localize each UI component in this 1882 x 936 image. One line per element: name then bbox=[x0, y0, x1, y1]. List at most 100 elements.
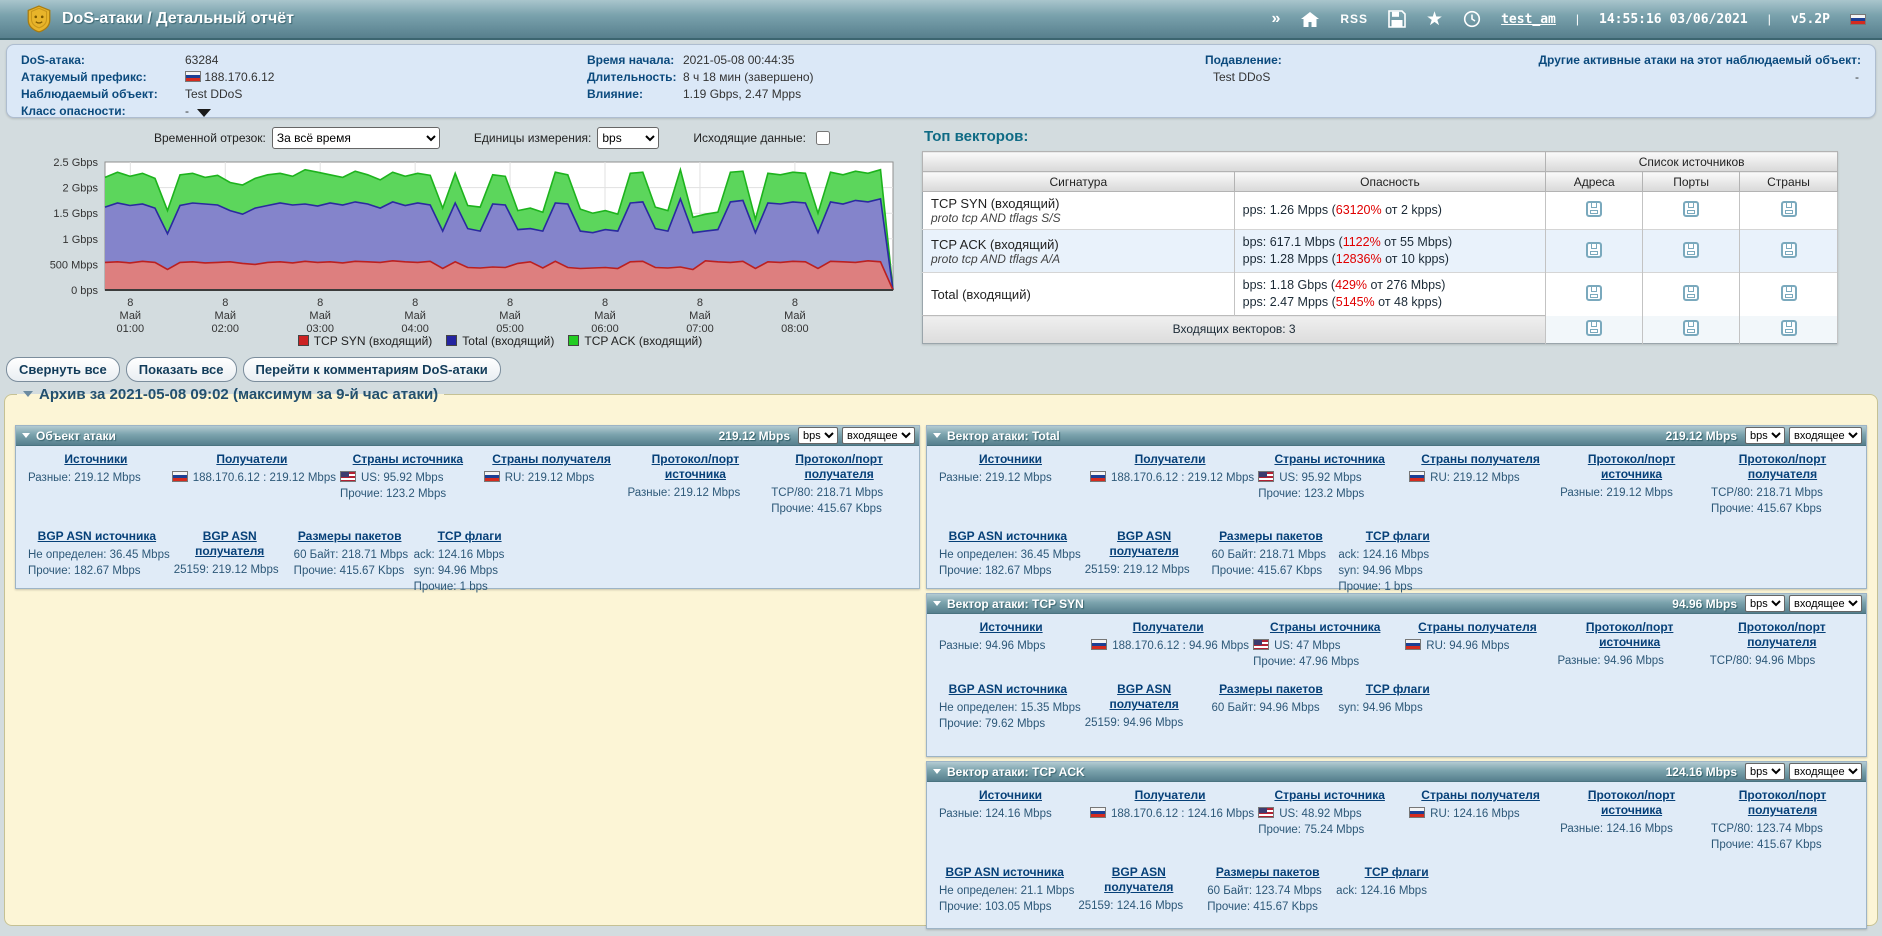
stat-link[interactable]: BGP ASN получателя bbox=[1083, 682, 1205, 712]
stat-link[interactable]: Протокол/порт получателя bbox=[1722, 788, 1844, 818]
stat-link[interactable]: BGP ASN получателя bbox=[1078, 865, 1200, 895]
col-signature: Сигнатура bbox=[923, 172, 1235, 192]
panel-header[interactable]: Вектор атаки: Total219.12 Mbpsbpsвходяще… bbox=[927, 426, 1866, 446]
stat-lines: US: 47 MbpsПрочие: 47.96 Mbps bbox=[1249, 638, 1401, 670]
svg-text:8Май07:00: 8Май07:00 bbox=[686, 297, 714, 335]
expand-all-button[interactable]: Показать все bbox=[126, 357, 237, 382]
stat-column: BGP ASN получателя25159: 219.12 Mbps bbox=[1081, 529, 1208, 595]
save-list-icon[interactable] bbox=[1586, 320, 1602, 336]
goto-comments-button[interactable]: Перейти к комментариям DoS-атаки bbox=[243, 357, 501, 382]
save-list-icon[interactable] bbox=[1781, 201, 1797, 217]
stat-link[interactable]: Размеры пакетов bbox=[1219, 529, 1323, 544]
stat-line: Прочие: 415.67 Kbps bbox=[1711, 501, 1858, 517]
save-list-icon[interactable] bbox=[1781, 285, 1797, 301]
save-list-icon[interactable] bbox=[1683, 201, 1699, 217]
stat-link[interactable]: BGP ASN источника bbox=[949, 529, 1067, 544]
stat-link[interactable]: Страны источника bbox=[1274, 788, 1384, 803]
stat-link[interactable]: Источники bbox=[64, 452, 127, 467]
stat-link[interactable]: Размеры пакетов bbox=[1216, 865, 1320, 880]
clock-icon[interactable] bbox=[1463, 10, 1481, 28]
save-list-icon[interactable] bbox=[1586, 242, 1602, 258]
save-list-icon[interactable] bbox=[1683, 242, 1699, 258]
panel-direction-select[interactable]: входящее bbox=[1789, 595, 1862, 612]
stat-link[interactable]: TCP флаги bbox=[1365, 865, 1429, 880]
save-list-cell bbox=[1643, 273, 1740, 316]
stat-link[interactable]: Страны источника bbox=[353, 452, 463, 467]
stat-link[interactable]: Протокол/порт получателя bbox=[1722, 452, 1844, 482]
stat-link[interactable]: BGP ASN источника bbox=[949, 682, 1067, 697]
stat-link[interactable]: BGP ASN получателя bbox=[170, 529, 290, 559]
expand-chevron-icon[interactable]: » bbox=[1271, 10, 1280, 28]
time-range-select[interactable]: За всё время bbox=[272, 127, 440, 149]
stat-link[interactable]: Получатели bbox=[1133, 620, 1204, 635]
favorites-star-icon[interactable]: ★ bbox=[1426, 8, 1443, 31]
stat-link[interactable]: BGP ASN получателя bbox=[1083, 529, 1205, 559]
stat-link[interactable]: Размеры пакетов bbox=[1219, 682, 1323, 697]
stat-link[interactable]: Страны получателя bbox=[1421, 788, 1540, 803]
stat-link[interactable]: Протокол/порт источника bbox=[1571, 452, 1693, 482]
stat-link[interactable]: TCP флаги bbox=[1366, 529, 1430, 544]
stat-link[interactable]: Размеры пакетов bbox=[298, 529, 402, 544]
panel-vector-tcp-ack: Вектор атаки: TCP ACK124.16 Mbpsbpsвходя… bbox=[926, 761, 1867, 929]
panel-direction-select[interactable]: входящее bbox=[1789, 763, 1862, 780]
panel-units-select[interactable]: bps bbox=[1745, 595, 1785, 612]
stat-link[interactable]: Получатели bbox=[216, 452, 287, 467]
object-value: Test DDoS bbox=[185, 87, 242, 101]
stat-link[interactable]: Получатели bbox=[1135, 452, 1206, 467]
archive-collapse-icon[interactable] bbox=[23, 391, 33, 397]
save-list-icon[interactable] bbox=[1683, 320, 1699, 336]
stat-link[interactable]: Страны получателя bbox=[1421, 452, 1540, 467]
collapse-arrow-icon[interactable] bbox=[933, 769, 941, 774]
panel-units-select[interactable]: bps bbox=[1745, 427, 1785, 444]
collapse-arrow-icon[interactable] bbox=[933, 433, 941, 438]
separator: | bbox=[1576, 12, 1579, 26]
attack-id-value: 63284 bbox=[185, 53, 218, 67]
stat-link[interactable]: TCP флаги bbox=[438, 529, 502, 544]
collapse-all-button[interactable]: Свернуть все bbox=[6, 357, 120, 382]
panel-units-select[interactable]: bps bbox=[1745, 763, 1785, 780]
outgoing-checkbox[interactable] bbox=[816, 131, 830, 145]
panel-direction-select[interactable]: входящее bbox=[1789, 427, 1862, 444]
stat-link[interactable]: Протокол/порт источника bbox=[1569, 620, 1691, 650]
stat-link[interactable]: BGP ASN источника bbox=[38, 529, 156, 544]
save-list-icon[interactable] bbox=[1683, 285, 1699, 301]
stat-line: 188.170.6.12 : 219.12 Mbps bbox=[172, 470, 336, 486]
language-flag-ru-icon[interactable] bbox=[1850, 14, 1866, 25]
save-list-icon[interactable] bbox=[1781, 242, 1797, 258]
stat-link[interactable]: Источники bbox=[979, 788, 1042, 803]
stat-link[interactable]: Страны источника bbox=[1270, 620, 1380, 635]
stat-link[interactable]: Протокол/порт источника bbox=[634, 452, 756, 482]
stat-lines: TCP/80: 123.74 MbpsПрочие: 415.67 Kbps bbox=[1707, 821, 1858, 853]
stat-link[interactable]: TCP флаги bbox=[1366, 682, 1430, 697]
stat-link[interactable]: Протокол/порт получателя bbox=[1721, 620, 1843, 650]
stat-line: 25159: 124.16 Mbps bbox=[1078, 898, 1203, 914]
user-link[interactable]: test_am bbox=[1501, 12, 1556, 27]
panel-direction-select[interactable]: входящее bbox=[842, 427, 915, 444]
panel-header[interactable]: Вектор атаки: TCP ACK124.16 Mbpsbpsвходя… bbox=[927, 762, 1866, 782]
stat-link[interactable]: Страны получателя bbox=[1418, 620, 1537, 635]
flag-us-icon bbox=[1258, 471, 1274, 482]
save-list-icon[interactable] bbox=[1586, 285, 1602, 301]
stat-link[interactable]: Получатели bbox=[1135, 788, 1206, 803]
panel-header[interactable]: Вектор атаки: TCP SYN94.96 Mbpsbpsвходящ… bbox=[927, 594, 1866, 614]
panel-units-select[interactable]: bps bbox=[798, 427, 838, 444]
save-icon[interactable] bbox=[1388, 10, 1406, 28]
stat-link[interactable]: BGP ASN источника bbox=[945, 865, 1063, 880]
stat-link[interactable]: Страны источника bbox=[1274, 452, 1384, 467]
stat-line: Прочие: 415.67 Kbps bbox=[1711, 837, 1858, 853]
collapse-arrow-icon[interactable] bbox=[933, 601, 941, 606]
save-list-icon[interactable] bbox=[1586, 201, 1602, 217]
collapse-arrow-icon[interactable] bbox=[22, 433, 30, 438]
stat-link[interactable]: Протокол/порт получателя bbox=[778, 452, 900, 482]
panel-header[interactable]: Объект атаки219.12 Mbpsbpsвходящее bbox=[16, 426, 919, 446]
save-list-icon[interactable] bbox=[1781, 320, 1797, 336]
stat-link[interactable]: Протокол/порт источника bbox=[1571, 788, 1693, 818]
stat-link[interactable]: Страны получателя bbox=[492, 452, 611, 467]
home-icon[interactable] bbox=[1300, 11, 1320, 28]
units-select[interactable]: bps bbox=[597, 127, 659, 149]
severity-dropdown-icon[interactable] bbox=[197, 109, 211, 117]
stat-link[interactable]: Источники bbox=[979, 452, 1042, 467]
rss-link[interactable]: RSS bbox=[1340, 12, 1368, 26]
stat-link[interactable]: Источники bbox=[980, 620, 1043, 635]
panel-title: Вектор атаки: TCP ACK bbox=[947, 765, 1085, 779]
